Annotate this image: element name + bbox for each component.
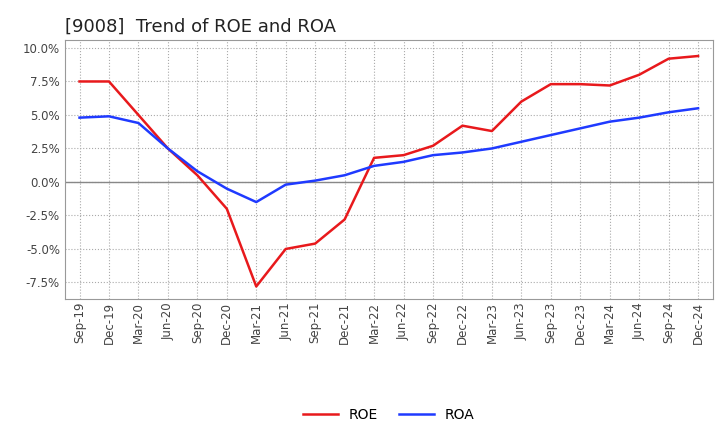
ROE (606, 83, 614, 88)
ROE (576, 81, 585, 87)
ROA (252, 199, 261, 205)
ROA (104, 114, 113, 119)
ROE (75, 79, 84, 84)
ROE (546, 81, 555, 87)
ROA (163, 146, 172, 151)
ROE (282, 246, 290, 252)
ROA (193, 169, 202, 174)
ROA (694, 106, 703, 111)
ROA (546, 132, 555, 138)
ROE (104, 79, 113, 84)
ROE (193, 172, 202, 178)
ROE (635, 72, 644, 77)
ROA (134, 121, 143, 126)
ROE (428, 143, 437, 148)
ROE (665, 56, 673, 61)
ROE (399, 153, 408, 158)
ROE (458, 123, 467, 128)
ROE (694, 53, 703, 59)
ROA (606, 119, 614, 125)
ROA (635, 115, 644, 120)
ROE (134, 112, 143, 117)
Text: [9008]  Trend of ROE and ROA: [9008] Trend of ROE and ROA (65, 17, 336, 35)
Legend: ROE, ROA: ROE, ROA (297, 402, 480, 427)
ROE (370, 155, 379, 161)
ROA (222, 186, 231, 191)
ROE (252, 284, 261, 289)
ROA (370, 163, 379, 169)
ROA (458, 150, 467, 155)
ROA (399, 159, 408, 165)
ROE (222, 206, 231, 211)
ROA (665, 110, 673, 115)
Line: ROA: ROA (79, 108, 698, 202)
ROA (311, 178, 320, 183)
ROA (517, 139, 526, 144)
ROE (311, 241, 320, 246)
ROA (487, 146, 496, 151)
ROE (487, 128, 496, 134)
Line: ROE: ROE (79, 56, 698, 286)
ROA (428, 153, 437, 158)
ROA (282, 182, 290, 187)
ROE (517, 99, 526, 104)
ROA (576, 126, 585, 131)
ROE (341, 217, 349, 222)
ROA (75, 115, 84, 120)
ROE (163, 146, 172, 151)
ROA (341, 172, 349, 178)
